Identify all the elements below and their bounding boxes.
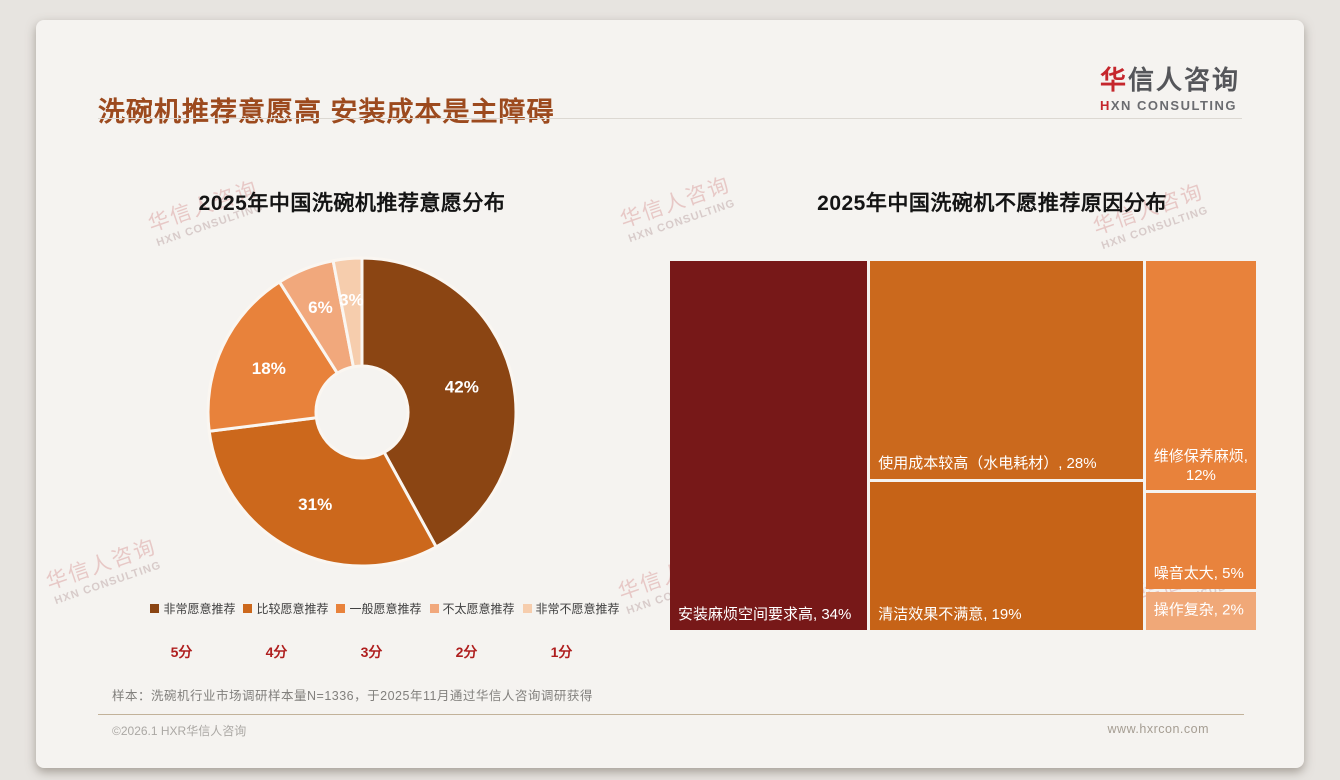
- treemap-column-0: 安装麻烦空间要求高, 34%: [670, 261, 868, 630]
- score-label-0: 5分: [170, 644, 193, 660]
- page-title: 洗碗机推荐意愿高 安装成本是主障碍: [98, 97, 555, 128]
- treemap-cell-label: 维修保养麻烦, 12%: [1153, 447, 1248, 484]
- donut-label-2: 18%: [252, 359, 286, 378]
- donut-label-1: 31%: [298, 495, 332, 514]
- title-divider: [98, 118, 1242, 119]
- legend-item-4: 非常不愿意推荐: [522, 600, 620, 617]
- donut-label-4: 3%: [339, 291, 364, 310]
- donut-slice-2: [206, 280, 339, 433]
- treemap-cell-3: 维修保养麻烦, 12%: [1145, 261, 1256, 491]
- sample-note: 样本：洗碗机行业市场调研样本量N=1336，于2025年11月通过华信人咨询调研…: [112, 689, 593, 703]
- treemap-column-1: 使用成本较高（水电耗材）, 28% 清洁效果不满意, 19%: [870, 261, 1143, 630]
- legend-label: 比较愿意推荐: [256, 602, 329, 616]
- score-label-1: 4分: [265, 644, 288, 660]
- legend-item-3: 不太愿意推荐: [429, 600, 515, 617]
- treemap-column-2: 维修保养麻烦, 12% 噪音太大, 5% 操作复杂, 2%: [1145, 261, 1256, 630]
- treemap-cell-label: 使用成本较高（水电耗材）, 28%: [878, 455, 1097, 473]
- legend-label: 不太愿意推荐: [442, 602, 515, 616]
- slide-card: 华信人咨询 HXN CONSULTING 华信人咨询 HXN CONSULTING 华信…: [36, 20, 1304, 768]
- treemap-cell-label: 清洁效果不满意, 19%: [878, 606, 1022, 624]
- donut-label-0: 42%: [445, 377, 479, 396]
- donut-slice-4: [331, 256, 364, 369]
- legend-label: 非常不愿意推荐: [535, 602, 620, 616]
- legend-item-1: 比较愿意推荐: [243, 600, 328, 617]
- score-label-3: 2分: [455, 644, 478, 660]
- donut-legend: 非常愿意推荐 比较愿意推荐 一般愿意推荐 不太愿意推荐 非常不愿意推荐: [115, 600, 655, 617]
- treemap-cell-label: 操作复杂, 2%: [1153, 601, 1244, 619]
- logo-cn-text: 华信人咨询: [1099, 65, 1240, 95]
- watermark-cn-text: 华信人咨询: [43, 535, 160, 595]
- treemap-chart: 安装麻烦空间要求高, 34% 使用成本较高（水电耗材）, 28% 清洁效果不满意, …: [670, 261, 1256, 630]
- treemap-cell-2: 清洁效果不满意, 19%: [870, 482, 1143, 630]
- legend-swatch-icon: [429, 604, 439, 613]
- treemap-cell-4: 噪音太大, 5%: [1145, 493, 1256, 589]
- logo-en-text: HXN CONSULTING: [1099, 98, 1238, 113]
- score-label-4: 1分: [550, 644, 573, 660]
- legend-item-2: 一般愿意推荐: [336, 600, 422, 617]
- treemap-cell-label: 安装麻烦空间要求高, 34%: [678, 606, 852, 624]
- legend-swatch-icon: [336, 604, 346, 613]
- legend-swatch-icon: [150, 604, 160, 613]
- copyright-text: ©2026.1 HXR华信人咨询: [112, 724, 247, 738]
- website-text: www.hxrcon.com: [1107, 722, 1209, 736]
- donut-chart: 42% 31% 18% 6% 3%: [206, 256, 518, 568]
- legend-item-0: 非常愿意推荐: [150, 600, 235, 617]
- donut-label-3: 6%: [308, 298, 333, 317]
- score-labels-row: 5分 4分 3分 2分 1分: [134, 642, 609, 662]
- legend-swatch-icon: [522, 604, 532, 613]
- legend-swatch-icon: [243, 604, 253, 613]
- legend-label: 一般愿意推荐: [349, 602, 422, 616]
- footer-divider: [98, 714, 1244, 715]
- treemap-cell-5: 操作复杂, 2%: [1145, 591, 1256, 630]
- treemap-cell-0: 安装麻烦空间要求高, 34%: [670, 261, 868, 630]
- treemap-cell-1: 使用成本较高（水电耗材）, 28%: [870, 261, 1143, 480]
- donut-slice-0: [360, 256, 518, 549]
- company-logo: 华信人咨询 HXN CONSULTING: [1100, 60, 1240, 113]
- score-label-2: 3分: [360, 644, 383, 660]
- treemap-cell-label: 噪音太大, 5%: [1153, 565, 1244, 583]
- treemap-chart-title: 2025年中国洗碗机不愿推荐原因分布: [817, 192, 1167, 216]
- legend-label: 非常愿意推荐: [163, 602, 236, 616]
- donut-chart-title: 2025年中国洗碗机推荐意愿分布: [198, 192, 506, 216]
- donut-slice-1: [207, 416, 438, 568]
